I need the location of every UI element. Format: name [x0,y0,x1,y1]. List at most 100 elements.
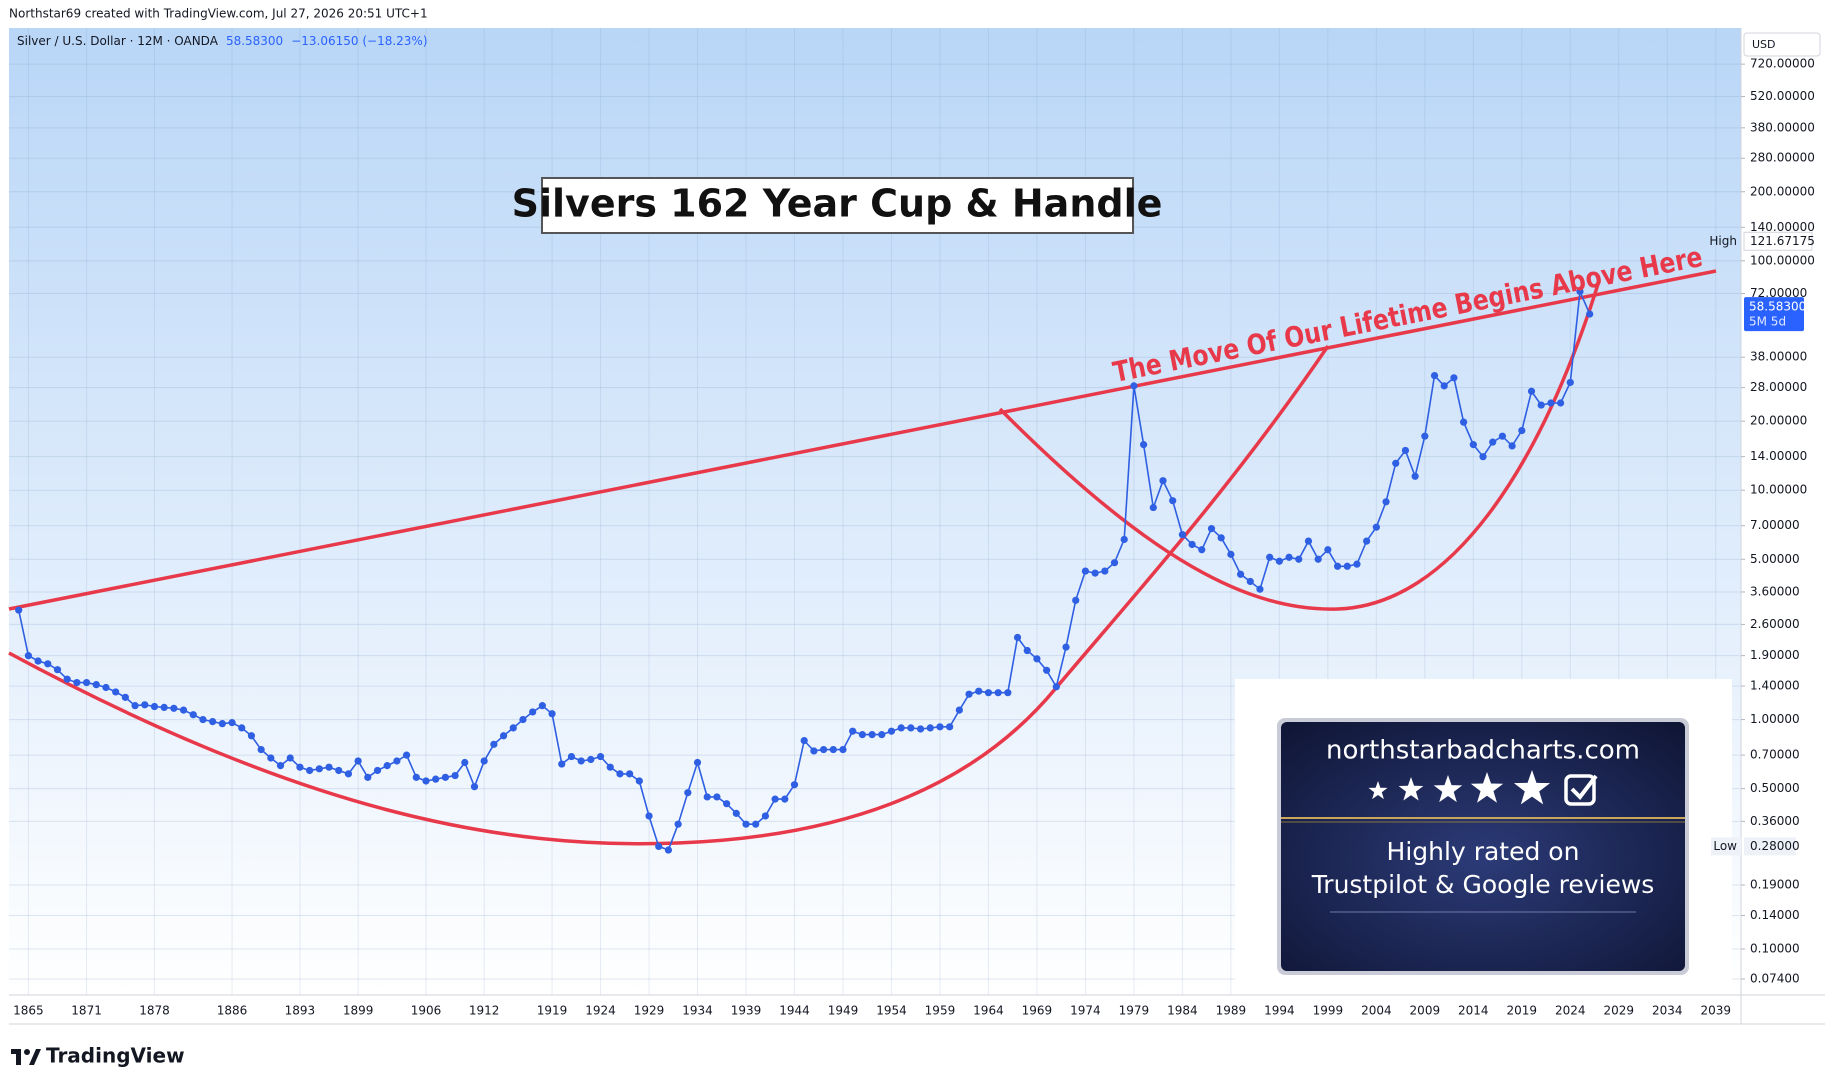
x-tick-label: 1959 [925,1004,956,1018]
price-point [1547,399,1555,407]
currency-box[interactable] [1743,32,1821,57]
price-point [703,793,711,801]
price-point [189,711,197,719]
price-point [461,758,469,767]
price-point [946,723,954,731]
legend-price: 58.58300 [226,34,283,48]
price-point [829,745,837,754]
price-point [179,706,188,714]
price-point [92,681,100,689]
price-point [209,717,217,726]
price-point [102,683,110,692]
price-point [335,766,343,775]
price-point [470,783,479,791]
low-label: 0.28000 [1750,839,1800,853]
price-point [713,793,721,801]
price-point [1576,287,1584,296]
legend-symbol: Silver / U.S. Dollar · 12M · OANDA [17,34,219,48]
handle-curve [998,280,1601,611]
price-point [529,708,537,716]
y-tick-label: 28.00000 [1750,380,1807,394]
price-point [587,755,595,764]
price-point [150,702,159,711]
price-point [34,657,42,665]
x-tick-label: 2009 [1410,1004,1441,1018]
price-point [684,789,692,797]
price-point [1033,655,1041,663]
price-point [1285,553,1293,561]
legend-change: −13.06150 (−18.23%) [291,34,427,48]
x-tick-label: 1878 [139,1004,170,1018]
price-point [364,773,372,781]
price-point [693,758,702,767]
currency: USD [1752,38,1776,51]
price-point [916,725,925,733]
y-tick-label: 1.00000 [1750,712,1800,726]
price-point [247,732,256,740]
y-tick-label: 0.19000 [1750,878,1800,892]
x-tick-label: 2034 [1652,1004,1683,1018]
x-tick-label: 2039 [1700,1004,1731,1018]
price-point [1343,562,1351,570]
price-point [926,724,934,732]
x-tick-label: 1974 [1070,1004,1101,1018]
price-point [771,795,779,803]
high-badge [1743,231,1813,251]
price-point [344,770,353,778]
price-point [499,732,508,740]
y-tick-label: 200.00000 [1750,184,1815,198]
price-point [626,770,634,778]
price-point [1450,374,1458,382]
price-point [1295,555,1303,563]
price-point [402,751,411,759]
price-point [131,702,139,710]
y-tick-label: 1.40000 [1750,679,1800,693]
series [15,287,1594,854]
price-point [1101,567,1109,575]
price-point [1227,550,1235,558]
price-point [674,820,682,828]
y-tick-label: 520.00000 [1750,89,1815,103]
grid [9,28,1740,995]
price-point [228,719,236,727]
price-point [1275,557,1283,565]
x-tick-label: 1989 [1216,1004,1247,1018]
price-point [383,762,391,770]
price-point [878,731,886,739]
x-tick-label: 1949 [828,1004,859,1018]
y-tick-label: 5.00000 [1750,552,1800,566]
high-text: High [1709,234,1737,248]
price-point [1188,540,1196,549]
price-point [296,763,304,771]
price-point [1518,426,1526,435]
x-tick-label: 2004 [1361,1004,1392,1018]
low-text-bg [1711,837,1741,856]
price-point [276,762,285,770]
price-point [1217,534,1225,542]
high-label: 121.67175 [1750,234,1815,248]
price-point [257,745,265,754]
price-point [141,701,149,709]
price-point [267,754,275,762]
x-tick-label: 1886 [217,1004,248,1018]
countdown-label: 5M 5d [1749,315,1786,329]
low-badge [1744,837,1796,856]
price-point [723,800,731,808]
x-tick-label: 1964 [973,1004,1004,1018]
x-tick-label: 1912 [469,1004,500,1018]
price-point [635,777,643,785]
price-point [1363,537,1371,545]
price-point [655,842,663,850]
x-tick-label: 1865 [13,1004,44,1018]
price-point [238,724,246,732]
promo-card [1281,722,1685,971]
y-tick-label: 1.90000 [1750,648,1800,662]
x-tick-label: 1899 [343,1004,374,1018]
price-point [1130,382,1138,390]
price-point [509,724,517,732]
promo-site: northstarbadcharts.com [1326,736,1640,766]
y-tick-label: 100.00000 [1750,253,1815,267]
price-point [15,606,23,614]
